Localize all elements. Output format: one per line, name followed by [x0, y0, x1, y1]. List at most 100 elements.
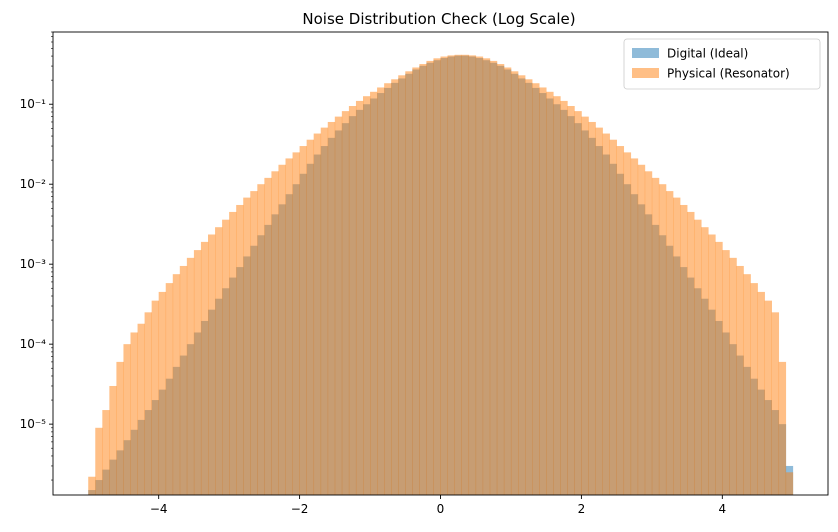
histogram-bar — [440, 56, 448, 496]
histogram-bar — [130, 332, 138, 495]
histogram-bar — [623, 152, 632, 495]
histogram-bar — [384, 83, 392, 495]
histogram-bar — [673, 197, 681, 495]
histogram-bar — [412, 67, 420, 495]
histogram-bar — [398, 75, 406, 495]
histogram-bar — [250, 191, 258, 495]
histogram-bar — [630, 158, 639, 495]
histogram-bar — [327, 121, 336, 496]
histogram-bar — [581, 116, 589, 495]
histogram-bar — [123, 344, 131, 495]
legend-swatch — [632, 68, 659, 78]
histogram-bar — [651, 177, 660, 495]
histogram-bar — [447, 55, 455, 496]
histogram-bar — [165, 283, 174, 495]
histogram-bar — [595, 127, 603, 495]
histogram-bar — [518, 75, 526, 495]
histogram-bar — [701, 227, 709, 495]
histogram-bar — [299, 146, 307, 495]
histogram-bar — [341, 111, 350, 496]
x-tick-label: 4 — [718, 502, 726, 516]
histogram-bar — [602, 133, 610, 495]
histogram-bar — [151, 300, 160, 495]
histogram-bar — [503, 67, 512, 495]
histogram-bar — [475, 56, 484, 496]
histogram-bar — [454, 54, 462, 495]
histogram-bar — [757, 291, 765, 495]
histogram-bar — [348, 106, 357, 496]
histogram-bar — [553, 96, 561, 496]
histogram-bar — [144, 312, 152, 495]
x-tick-label: 0 — [437, 502, 445, 516]
histogram-bar — [186, 257, 195, 495]
x-tick-label: −4 — [150, 502, 168, 516]
legend: Digital (Ideal) Physical (Resonator) — [623, 38, 821, 90]
histogram-bar — [355, 100, 364, 496]
histogram-bar — [771, 312, 780, 495]
histogram-bar — [363, 96, 371, 496]
histogram-bar — [489, 60, 498, 496]
histogram-bar — [461, 54, 470, 495]
histogram-bar — [644, 171, 653, 495]
histogram-bar — [222, 219, 230, 495]
histogram-bar — [285, 158, 293, 495]
histogram-bar — [778, 361, 787, 495]
histogram-bar — [109, 385, 117, 495]
histogram-bar — [419, 64, 427, 495]
histogram-bar — [95, 427, 103, 495]
histogram-bar — [687, 211, 695, 495]
legend-label: Physical (Resonator) — [667, 67, 790, 81]
histogram-bar — [532, 83, 540, 495]
histogram-bar — [588, 121, 596, 496]
histogram-bar — [334, 116, 343, 495]
histogram-bar — [722, 250, 730, 495]
histogram-bar — [496, 64, 505, 495]
histogram-bar — [665, 191, 674, 495]
histogram-bar — [208, 234, 216, 495]
histogram-bar — [658, 184, 667, 495]
histogram-bar — [539, 87, 547, 495]
y-tick-label: 10⁻² — [20, 177, 47, 191]
histogram-bar — [694, 219, 702, 495]
x-tick-label: 2 — [578, 502, 586, 516]
histogram-bar — [88, 476, 96, 495]
histogram-bar — [546, 91, 554, 496]
legend-box — [623, 38, 821, 90]
histogram-bar — [609, 139, 617, 496]
histogram-bar — [243, 197, 251, 495]
axes-layer: −4 −2 0 2 4 10⁻⁵ 10⁻⁴ 10⁻³ 10⁻² 10⁻¹ — [20, 31, 829, 516]
histogram-bar — [257, 184, 265, 495]
histogram-bar — [729, 257, 737, 495]
histogram-bar — [377, 87, 385, 495]
histogram-bar — [560, 100, 568, 496]
histogram-bar — [306, 139, 315, 496]
histogram-bar — [215, 227, 223, 495]
histogram-bar — [200, 241, 209, 495]
histogram-bar — [193, 250, 202, 495]
histogram-bar — [158, 291, 167, 495]
histogram-bar — [116, 361, 124, 495]
chart-title: Noise Distribution Check (Log Scale) — [302, 10, 575, 28]
histogram-bar — [271, 171, 279, 495]
histogram-bar — [680, 204, 688, 495]
histogram-bar — [320, 127, 329, 495]
histogram-bar — [637, 164, 646, 495]
histogram-bar — [391, 79, 399, 496]
histogram-bar — [567, 106, 575, 496]
histogram-bar — [574, 111, 582, 496]
histogram-bar — [736, 265, 744, 495]
histogram-bar — [313, 133, 322, 495]
histogram-bar — [750, 283, 758, 495]
histogram-bar — [264, 177, 272, 495]
series-2-bars — [88, 54, 794, 496]
y-tick-label: 10⁻¹ — [20, 97, 47, 111]
histogram-bar — [137, 323, 145, 495]
histogram-bar — [278, 164, 286, 495]
histogram-bar — [405, 71, 413, 495]
y-tick-label: 10⁻⁵ — [20, 417, 47, 431]
histogram-bar — [616, 146, 625, 495]
histogram-bar — [292, 152, 300, 495]
y-tick-label: 10⁻⁴ — [20, 337, 47, 351]
histogram-bar — [236, 204, 244, 495]
